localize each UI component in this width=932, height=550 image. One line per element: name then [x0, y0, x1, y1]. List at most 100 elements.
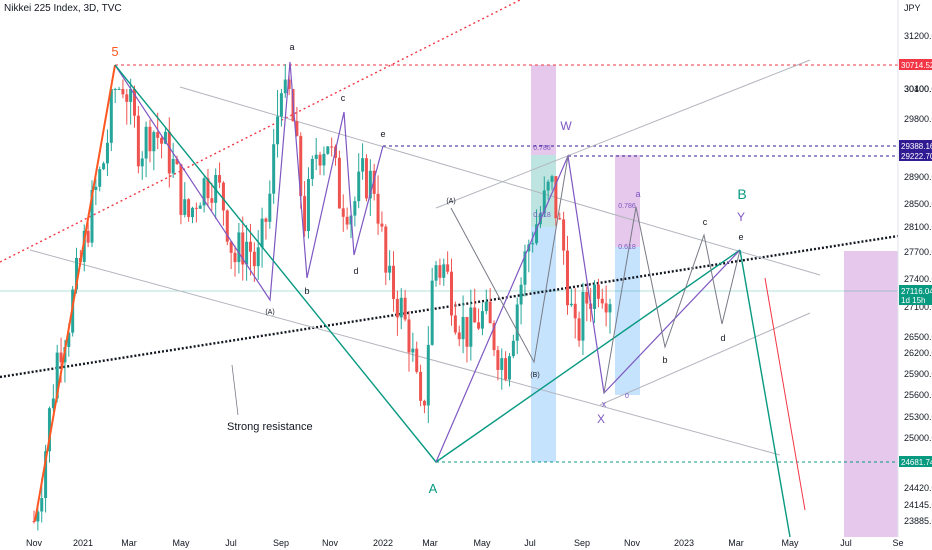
candle-body — [337, 157, 341, 209]
candle-body — [245, 241, 249, 265]
candle-body — [160, 137, 164, 144]
price-tick: 25000.00 — [904, 433, 932, 443]
strong-resistance-line — [0, 234, 899, 379]
wave-label: (A) — [265, 309, 274, 316]
candle-body — [496, 350, 500, 370]
candle-body — [90, 189, 94, 243]
candle-body — [608, 304, 612, 313]
candle-body — [318, 154, 322, 166]
wave-label: a — [635, 189, 640, 199]
time-tick: Nov — [624, 538, 641, 548]
price-tag-countdown: 1d 15h — [901, 296, 925, 305]
candle-body — [322, 153, 326, 166]
candle-body — [380, 223, 384, 227]
fib-level-label: 0.786 — [618, 203, 636, 210]
candle-body — [109, 89, 113, 143]
candle-body — [47, 408, 51, 452]
time-tick: May — [781, 538, 799, 548]
candle-body — [229, 241, 233, 253]
red-dotted-trend — [0, 0, 521, 263]
candle-body — [40, 498, 44, 512]
fib-zone-purple-2 — [615, 155, 640, 247]
price-tick: 29800.00 — [904, 114, 932, 124]
candle-body — [187, 199, 191, 218]
candle-body — [546, 181, 550, 191]
price-tick: 25900.00 — [904, 369, 932, 379]
fib-level-label: 0 — [625, 393, 629, 400]
candle-body — [272, 144, 276, 194]
candle-body — [82, 230, 86, 262]
candle-body — [156, 132, 160, 138]
candle-body — [113, 89, 117, 90]
candle-body — [326, 146, 330, 154]
candle-body — [67, 332, 71, 347]
price-tick: 30400.00 — [904, 84, 932, 94]
time-tick: 2023 — [674, 538, 694, 548]
candle-body — [593, 284, 597, 309]
time-axis: Nov 2021 Mar May Jul Sep Nov 2022 Mar May Jul Sep No… — [0, 537, 932, 550]
annotation-pointer — [231, 364, 239, 416]
candle-body — [399, 297, 403, 318]
wave-label: A — [429, 481, 438, 496]
candle-body — [51, 398, 55, 409]
candle-body — [562, 219, 566, 251]
candle-body — [256, 247, 260, 267]
candle-body — [392, 265, 396, 299]
projection-drop — [739, 249, 791, 538]
candle-body — [314, 154, 318, 159]
candle-body — [75, 257, 79, 290]
price-tick: 25300.00 — [904, 412, 932, 422]
candle-body — [55, 352, 59, 399]
fib-level-label: 0.786 — [533, 145, 551, 152]
candle-body — [376, 193, 380, 224]
time-tick: Jul — [524, 538, 536, 548]
price-axis-unit: JPY — [904, 3, 921, 13]
candle-body — [306, 179, 310, 232]
candle-body — [469, 307, 473, 347]
candle-body — [98, 169, 102, 187]
candle-body — [500, 358, 504, 370]
time-tick: 2022 — [373, 538, 393, 548]
price-tick: 24420.00 — [904, 483, 932, 493]
time-tick: Jul — [840, 538, 852, 548]
candle-body — [279, 93, 283, 117]
grey-channel-2 — [29, 249, 781, 456]
candle-body — [577, 318, 581, 341]
candle-body — [252, 251, 256, 267]
candle-body — [241, 232, 245, 265]
candle-body — [221, 182, 225, 211]
candle-body — [133, 89, 137, 116]
wave-label: b — [662, 355, 667, 365]
candle-body — [198, 205, 202, 209]
candle-body — [248, 241, 252, 252]
candle-body — [535, 224, 539, 244]
price-tick: 28100.00 — [904, 222, 932, 232]
candle-body — [303, 196, 307, 232]
time-tick: Nov — [26, 538, 43, 548]
price-axis-bg — [898, 0, 932, 537]
price-tag-bg — [899, 150, 932, 161]
candle-body — [480, 311, 484, 329]
candle-body — [368, 170, 372, 199]
candle-body — [457, 332, 461, 340]
candle-body — [511, 340, 515, 357]
wave-label: e — [380, 129, 385, 139]
candle-body — [163, 131, 167, 144]
candles — [32, 64, 612, 531]
candle-body — [465, 316, 469, 347]
price-tag: 24681.74 — [901, 458, 932, 467]
candle-body — [507, 356, 511, 380]
candle-body — [268, 193, 272, 222]
candle-body — [233, 252, 237, 263]
time-tick: Jul — [225, 538, 237, 548]
candle-body — [596, 284, 600, 299]
down-arrow — [764, 277, 806, 511]
candle-body — [183, 199, 187, 215]
candle-body — [477, 322, 481, 329]
candle-body — [419, 371, 423, 401]
price-tick: 27400.00 — [904, 274, 932, 284]
wave-abcde-1 — [114, 61, 384, 302]
candle-body — [415, 348, 419, 372]
candle-body — [558, 218, 562, 220]
